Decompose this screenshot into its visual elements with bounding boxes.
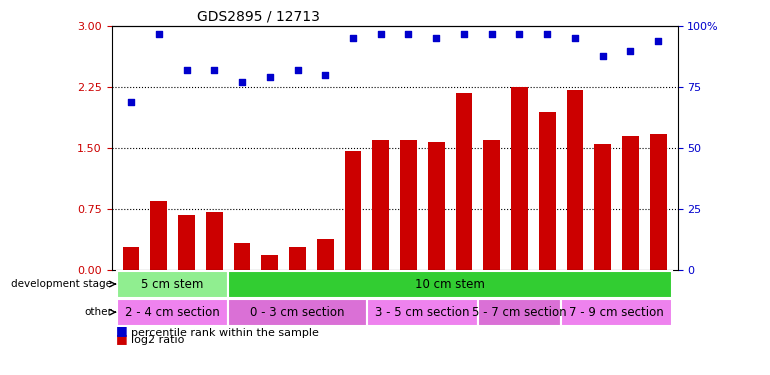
Bar <box>456 93 472 270</box>
Bar <box>117 271 228 298</box>
Bar <box>122 247 139 270</box>
Point <box>374 31 387 37</box>
Bar <box>478 298 561 326</box>
Bar <box>345 150 361 270</box>
Point <box>346 36 359 42</box>
Text: other: other <box>85 307 112 317</box>
Bar <box>234 243 250 270</box>
Point <box>430 36 443 42</box>
Bar <box>367 298 478 326</box>
Bar <box>622 136 639 270</box>
Text: 7 - 9 cm section: 7 - 9 cm section <box>569 306 664 319</box>
Text: ■: ■ <box>116 332 127 345</box>
Point <box>291 67 303 73</box>
Bar <box>400 140 417 270</box>
Bar <box>594 144 611 270</box>
Point <box>541 31 554 37</box>
Bar <box>317 239 333 270</box>
Point <box>514 31 526 37</box>
Point <box>180 67 192 73</box>
Bar <box>567 90 584 270</box>
Bar <box>178 215 195 270</box>
Bar <box>428 142 444 270</box>
Point <box>152 31 165 37</box>
Text: percentile rank within the sample: percentile rank within the sample <box>131 327 319 338</box>
Point <box>569 36 581 42</box>
Bar <box>150 201 167 270</box>
Bar <box>539 112 555 270</box>
Bar <box>511 87 527 270</box>
Point <box>652 38 665 44</box>
Text: log2 ratio: log2 ratio <box>131 335 184 345</box>
Point <box>208 67 220 73</box>
Point <box>263 74 276 81</box>
Point <box>597 53 609 58</box>
Bar <box>228 271 672 298</box>
Bar <box>561 298 672 326</box>
Bar <box>262 255 278 270</box>
Point <box>236 80 248 86</box>
Bar <box>484 140 500 270</box>
Bar <box>290 247 306 270</box>
Bar <box>206 211 223 270</box>
Text: development stage: development stage <box>12 279 112 289</box>
Bar <box>228 298 367 326</box>
Text: 0 - 3 cm section: 0 - 3 cm section <box>250 306 345 319</box>
Bar <box>373 140 389 270</box>
Text: ■: ■ <box>116 324 127 338</box>
Text: 10 cm stem: 10 cm stem <box>415 278 485 291</box>
Text: 5 - 7 cm section: 5 - 7 cm section <box>472 306 567 319</box>
Point <box>624 48 637 54</box>
Point <box>486 31 498 37</box>
Text: 5 cm stem: 5 cm stem <box>142 278 204 291</box>
Point <box>125 99 137 105</box>
Text: 3 - 5 cm section: 3 - 5 cm section <box>375 306 470 319</box>
Point <box>403 31 415 37</box>
Text: GDS2895 / 12713: GDS2895 / 12713 <box>196 10 320 24</box>
Bar <box>117 298 228 326</box>
Bar <box>650 134 667 270</box>
Point <box>319 72 331 78</box>
Point <box>458 31 470 37</box>
Text: 2 - 4 cm section: 2 - 4 cm section <box>126 306 220 319</box>
